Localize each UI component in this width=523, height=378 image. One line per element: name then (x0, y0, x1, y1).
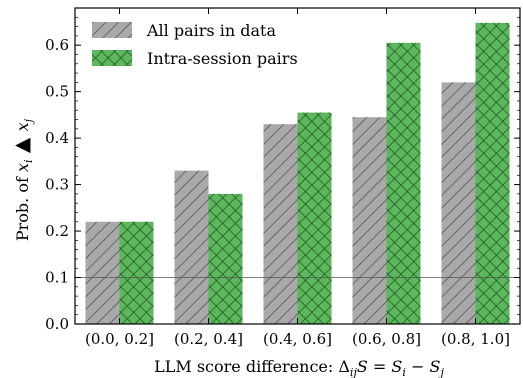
bar-intra-session-0 (119, 221, 154, 324)
legend-swatch-0 (92, 22, 132, 38)
legend-label-1: Intra-session pairs (147, 49, 298, 68)
bar-all-pairs-4 (441, 82, 476, 325)
bar-intra-session-3 (386, 42, 421, 325)
bar-intra-session-2 (297, 112, 332, 324)
bar-all-pairs-1 (174, 170, 209, 324)
x-tick-label: (0.8, 1.0] (441, 330, 510, 348)
y-axis-label: Prob. of xi ▲ xj (9, 118, 35, 241)
y-tick-label: 0.4 (45, 129, 69, 147)
y-tick-label: 0.3 (45, 176, 69, 194)
bar-all-pairs-0 (85, 221, 120, 324)
x-tick-label: (0.4, 0.6] (263, 330, 332, 348)
bar-intra-session-4 (475, 22, 510, 325)
y-tick-label: 0.5 (45, 83, 69, 101)
bar-intra-session-1 (208, 193, 243, 324)
legend-swatch-1 (92, 50, 132, 66)
y-tick-label: 0.2 (45, 222, 69, 240)
axes: 0.0 0.1 0.2 0.3 0.4 0.5 0.6 (0.0, 0.2] (0.2, 0.4… (45, 7, 521, 348)
bar-all-pairs-2 (263, 124, 298, 324)
x-tick-label: (0.2, 0.4] (174, 330, 243, 348)
x-axis-label: LLM score difference: ΔijS = Si − Sj (154, 357, 444, 378)
legend-label-0: All pairs in data (146, 21, 276, 40)
legend: All pairs in data Intra-session pairs (92, 21, 298, 68)
y-tick-label: 0.6 (45, 36, 69, 54)
y-tick-label: 0.1 (45, 269, 69, 287)
y-tick-label: 0.0 (45, 315, 69, 333)
bars (85, 22, 510, 325)
bar-all-pairs-3 (352, 117, 387, 325)
x-tick-label: (0.0, 0.2] (85, 330, 154, 348)
x-tick-label: (0.6, 0.8] (352, 330, 421, 348)
